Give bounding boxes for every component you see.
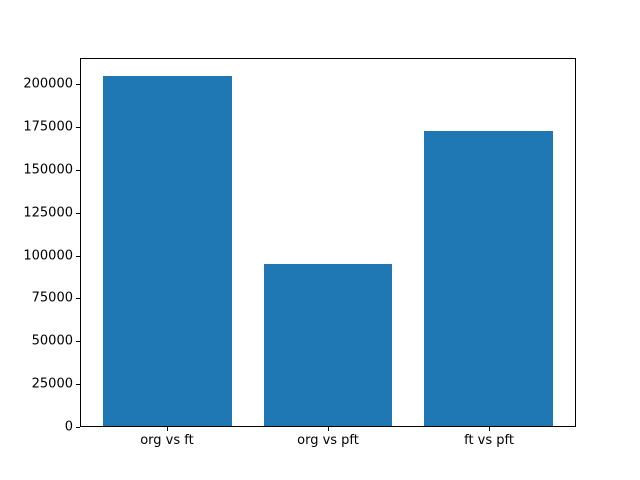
x-tick-label: org vs ft bbox=[140, 433, 194, 448]
y-tick-mark bbox=[76, 427, 80, 428]
y-tick-mark bbox=[76, 212, 80, 214]
y-tick-label: 175000 bbox=[23, 119, 73, 135]
y-tick-mark bbox=[76, 84, 80, 86]
y-tick-mark bbox=[76, 127, 80, 128]
x-tick-mark bbox=[166, 427, 168, 431]
y-tick-label: 100000 bbox=[23, 248, 73, 264]
y-tick-label: 50000 bbox=[31, 333, 73, 349]
y-tick-label: 200000 bbox=[23, 76, 73, 92]
y-tick-mark bbox=[76, 341, 80, 343]
bar-org-vs-ft bbox=[103, 76, 232, 426]
y-tick-label: 75000 bbox=[31, 290, 73, 306]
bar-ft-vs-pft bbox=[424, 131, 553, 426]
y-tick-label: 25000 bbox=[31, 376, 73, 392]
y-tick-mark bbox=[76, 298, 80, 300]
plot-area bbox=[80, 58, 576, 427]
y-tick-label: 0 bbox=[64, 419, 73, 435]
x-tick-mark bbox=[328, 427, 329, 431]
y-tick-label: 150000 bbox=[23, 162, 73, 178]
y-tick-mark bbox=[76, 255, 80, 257]
y-tick-mark bbox=[76, 384, 80, 386]
x-tick-label: ft vs pft bbox=[464, 433, 514, 448]
x-tick-mark bbox=[489, 427, 491, 431]
y-tick-label: 125000 bbox=[23, 205, 73, 221]
y-tick-mark bbox=[76, 169, 80, 171]
x-tick-label: org vs pft bbox=[297, 433, 359, 448]
bar-org-vs-pft bbox=[263, 264, 393, 426]
